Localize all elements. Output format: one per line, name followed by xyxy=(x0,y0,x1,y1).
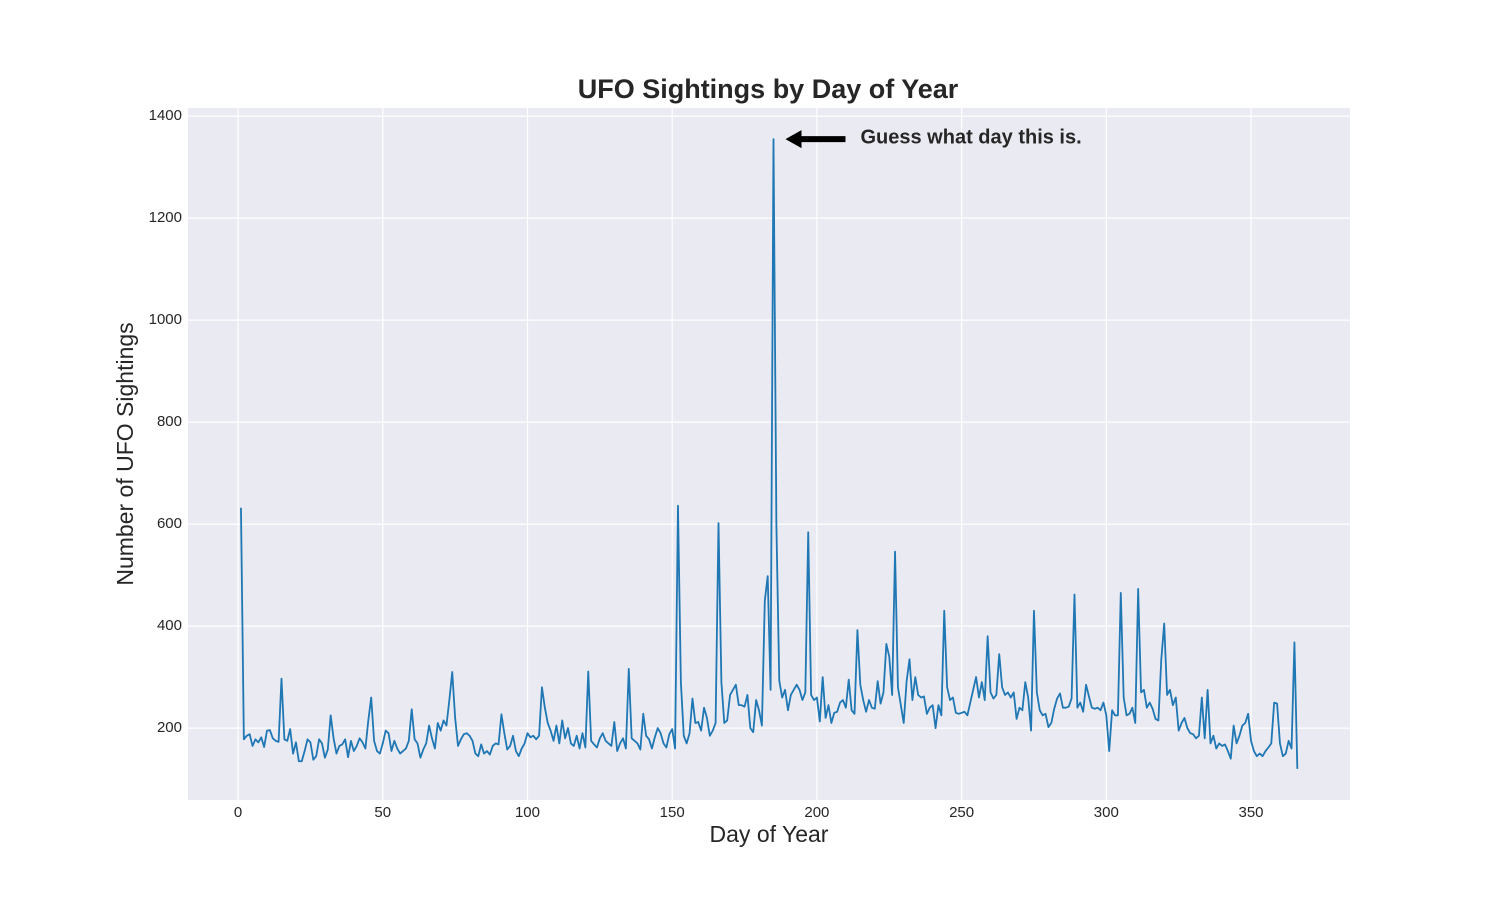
x-tick-label: 50 xyxy=(374,804,391,821)
x-tick-label: 200 xyxy=(804,804,829,821)
x-axis-label: Day of Year xyxy=(710,821,829,847)
annotation-text: Guess what day this is. xyxy=(860,126,1081,148)
x-tick-label: 350 xyxy=(1239,804,1264,821)
x-tick-label: 300 xyxy=(1094,804,1119,821)
x-tick-label: 250 xyxy=(949,804,974,821)
y-tick-label: 400 xyxy=(157,617,182,634)
y-tick-label: 1400 xyxy=(149,107,182,124)
y-tick-label: 800 xyxy=(157,413,182,430)
y-tick-label: 1200 xyxy=(149,209,182,226)
x-tick-label: 150 xyxy=(660,804,685,821)
y-tick-label: 1000 xyxy=(149,311,182,328)
y-axis-label: Number of UFO Sightings xyxy=(112,322,138,585)
chart-title: UFO Sightings by Day of Year xyxy=(578,74,959,104)
plot-area xyxy=(188,108,1350,800)
x-tick-label: 0 xyxy=(234,804,242,821)
y-tick-label: 200 xyxy=(157,719,182,736)
data-line xyxy=(240,138,1299,769)
x-tick-label: 100 xyxy=(515,804,540,821)
y-tick-label: 600 xyxy=(157,515,182,532)
annotation-arrowhead xyxy=(785,130,802,149)
